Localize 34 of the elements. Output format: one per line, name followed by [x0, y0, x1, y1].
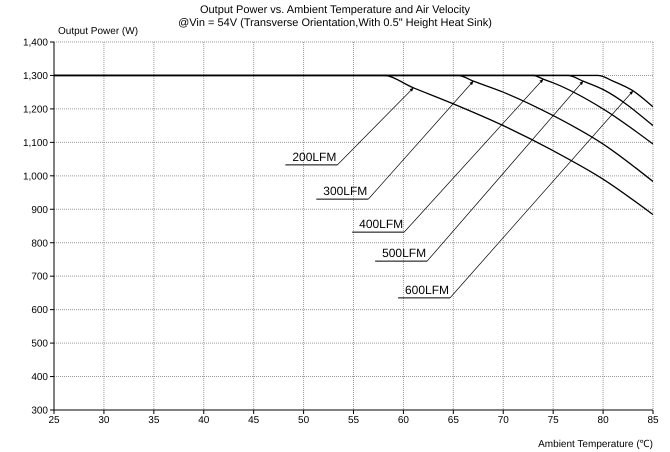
x-tick-label: 85 [647, 415, 659, 426]
x-axis-title: Ambient Temperature (℃) [538, 438, 653, 450]
annotation: 200LFM [292, 150, 336, 164]
annotation: 500LFM [382, 246, 426, 260]
x-tick-label: 80 [598, 415, 610, 426]
y-tick-label: 1,300 [22, 71, 48, 82]
y-tick-label: 500 [31, 338, 48, 350]
annotation: 300LFM [323, 184, 368, 198]
y-tick-label: 300 [31, 406, 48, 417]
annotation: 600LFM [405, 282, 450, 297]
x-tick-label: 50 [298, 415, 310, 426]
x-tick-label: 65 [448, 415, 460, 426]
x-tick-label: 40 [198, 415, 210, 426]
y-tick-label: 1,400 [22, 38, 48, 49]
chart-subtitle: @Vin = 54V (Transverse Orientation,With 0.5" Height Heat Sink) [178, 17, 492, 29]
x-tick-label: 35 [148, 415, 160, 426]
x-tick-label: 55 [348, 415, 360, 426]
y-tick-label: 1,000 [22, 171, 48, 182]
y-axis-title: Output Power (W) [58, 26, 138, 37]
x-tick-label: 75 [548, 415, 560, 426]
chart-title: Output Power vs. Ambient Temperature and Air Velocity [198, 4, 472, 17]
y-tick-label: 700 [31, 272, 48, 283]
x-tick-label: 60 [398, 415, 410, 426]
y-tick-label: 400 [31, 372, 48, 384]
y-tick-label: 900 [31, 204, 48, 216]
y-tick-label: 1,200 [22, 104, 48, 116]
x-tick-label: 30 [98, 415, 110, 426]
y-tick-label: 600 [31, 305, 48, 316]
y-tick-label: 1,100 [22, 138, 48, 149]
annotation: 400LFM [359, 217, 404, 232]
x-tick-label: 70 [498, 415, 510, 426]
x-tick-label: 25 [48, 415, 60, 426]
y-tick-label: 800 [31, 238, 48, 250]
x-tick-label: 45 [248, 415, 260, 426]
